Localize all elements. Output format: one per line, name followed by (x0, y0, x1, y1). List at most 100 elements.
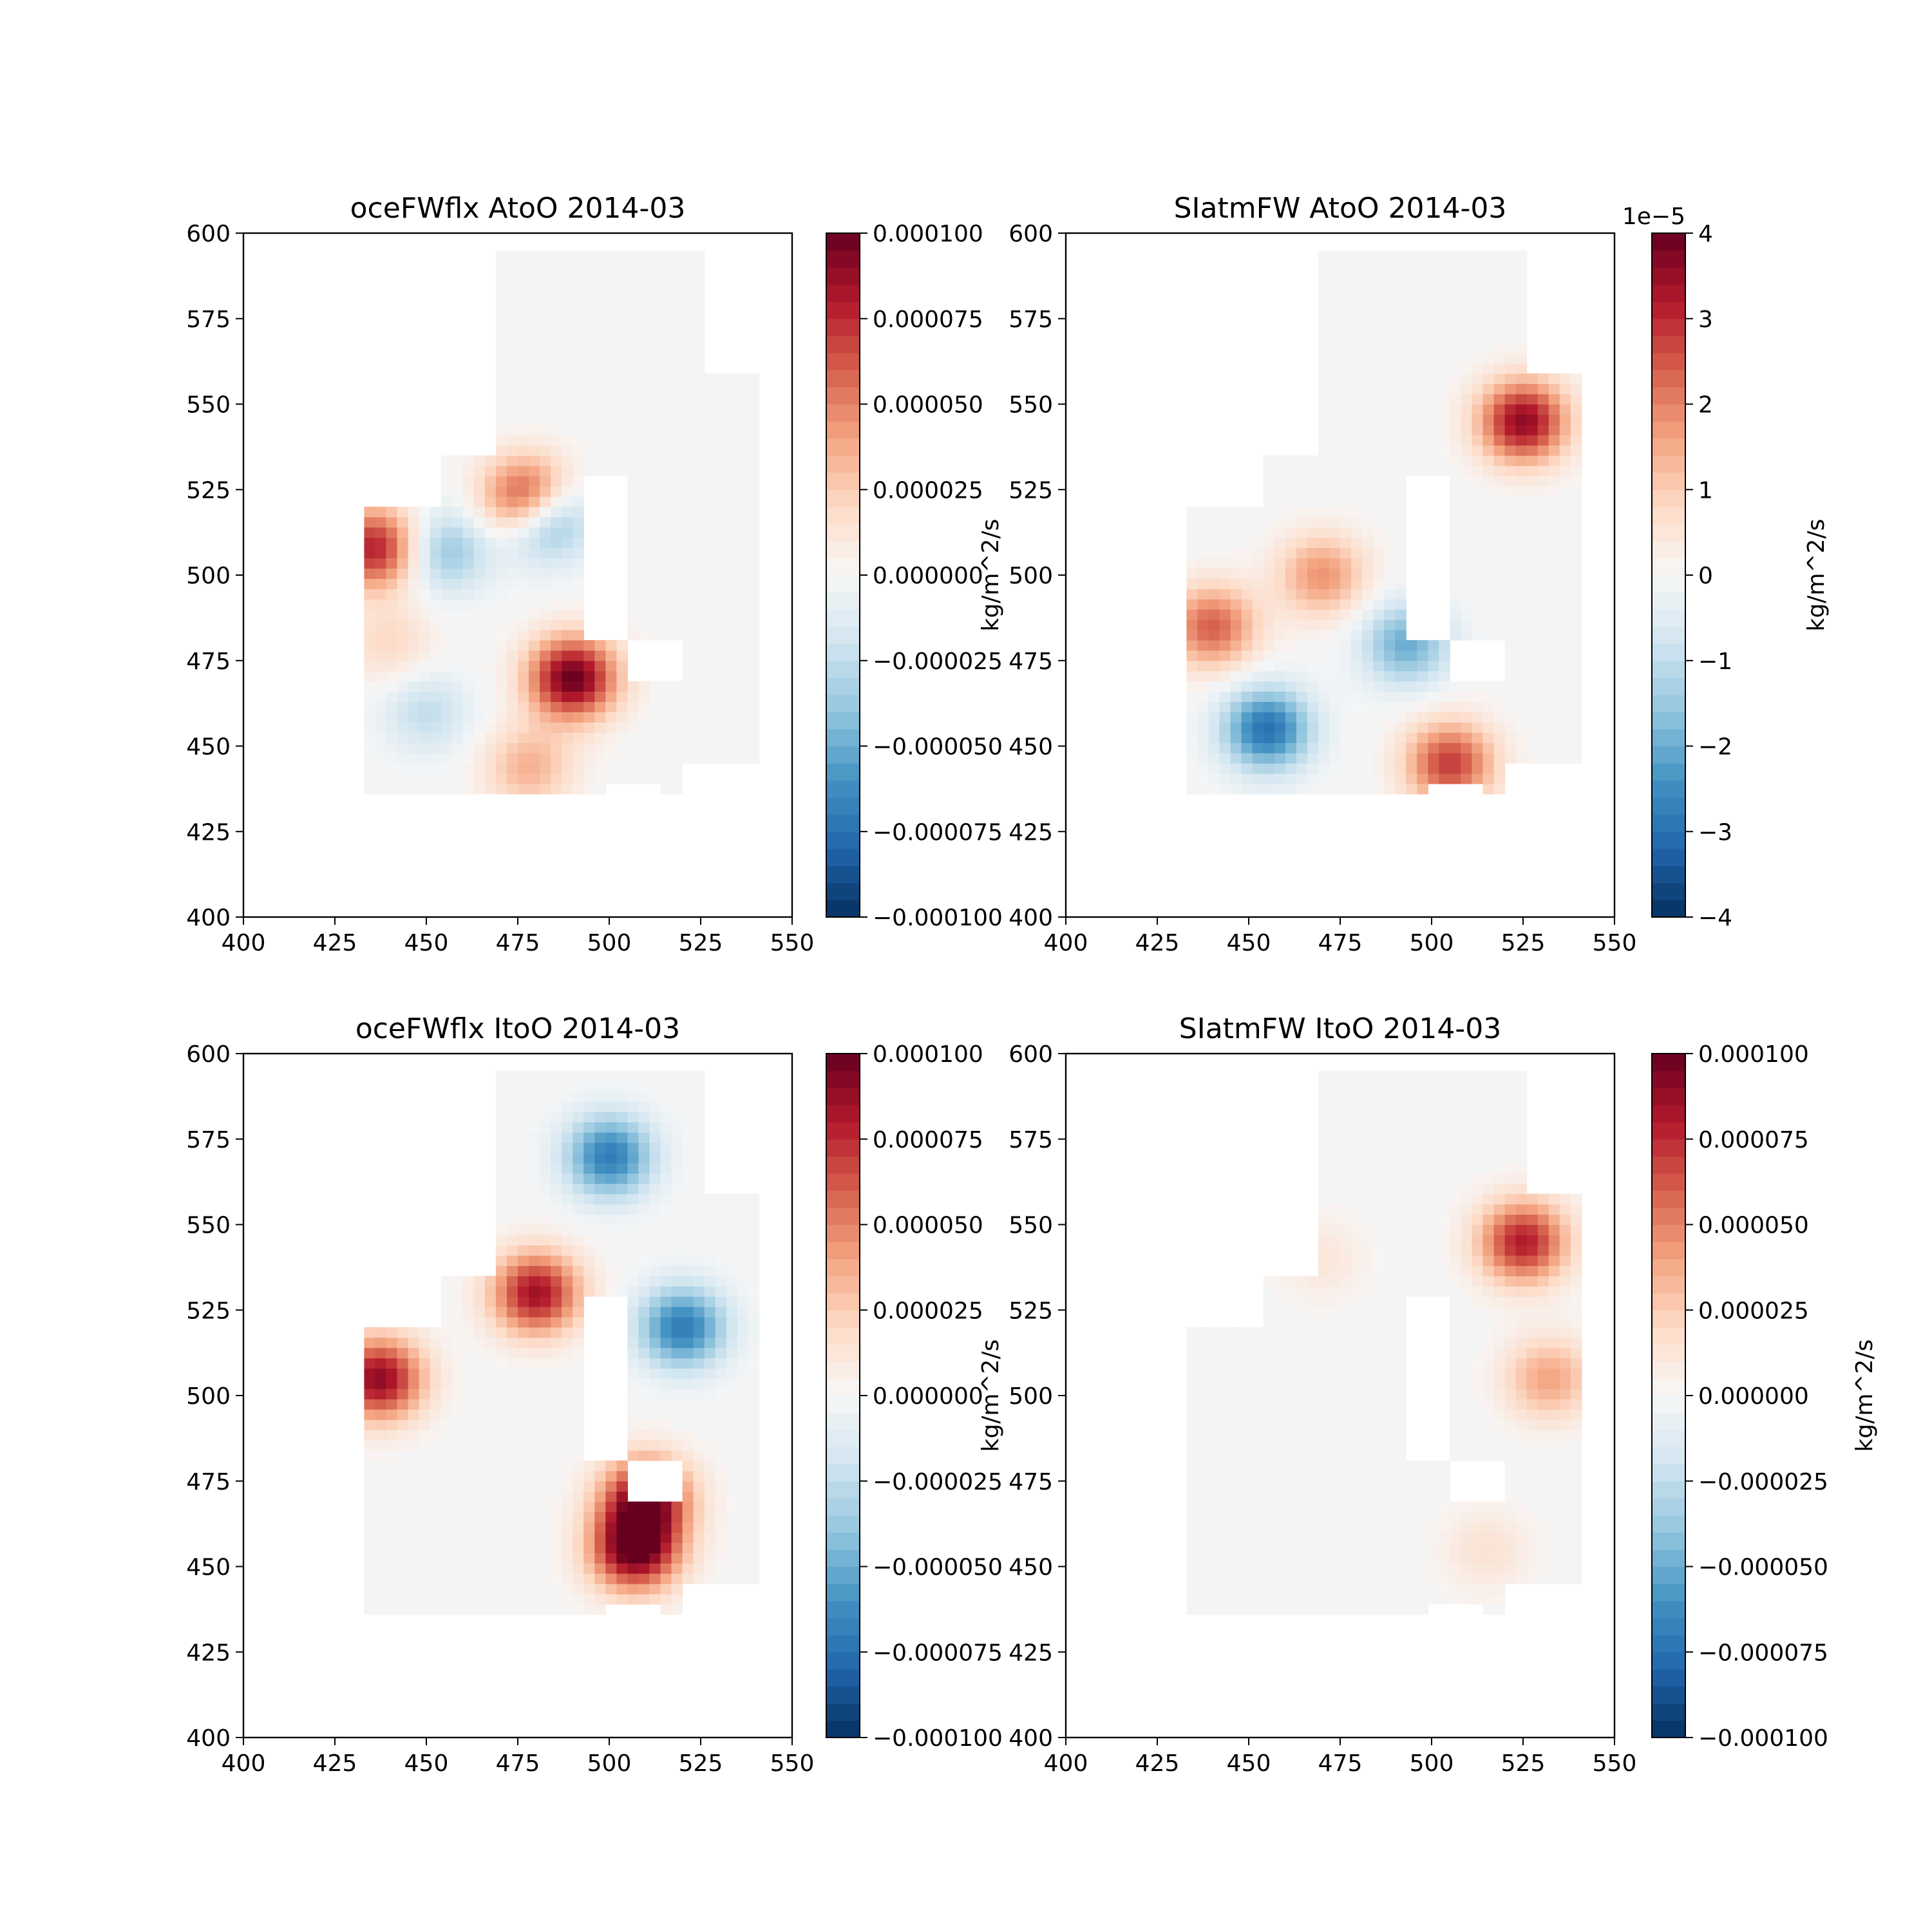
heatmap-cell (1395, 281, 1406, 292)
heatmap-cell (386, 1470, 398, 1482)
heatmap-cell (451, 1481, 464, 1492)
heatmap-cell (562, 383, 573, 395)
heatmap-cell (1373, 486, 1385, 497)
heatmap-cell (1252, 1604, 1264, 1615)
heatmap-cell (1285, 1604, 1297, 1615)
heatmap-cell (638, 1553, 650, 1564)
heatmap-cell (419, 558, 431, 569)
heatmap-cell (748, 650, 760, 661)
heatmap-cell (1219, 506, 1231, 518)
heatmap-cell (1570, 629, 1582, 641)
heatmap-cell (1428, 301, 1439, 312)
heatmap-cell (682, 1368, 694, 1379)
heatmap-cell (583, 414, 595, 425)
heatmap-cell (1482, 486, 1495, 497)
heatmap-cell (518, 1337, 529, 1349)
heatmap-cell (649, 1152, 661, 1164)
heatmap-cell (1493, 578, 1506, 589)
heatmap-cell (748, 701, 760, 712)
heatmap-cell (397, 660, 409, 672)
heatmap-cell (397, 1604, 409, 1615)
heatmap-cell (1197, 1337, 1209, 1349)
colorbar-offset-label: 1e−5 (1622, 204, 1685, 230)
heatmap-cell (1241, 516, 1253, 528)
heatmap-cell (419, 660, 431, 672)
heatmap-cell (1515, 681, 1528, 692)
heatmap-cell (375, 609, 387, 620)
heatmap-cell (704, 1286, 716, 1297)
heatmap-cell (1493, 743, 1506, 753)
heatmap-cell (1493, 753, 1506, 764)
heatmap-cell (638, 414, 650, 425)
heatmap-cell (737, 681, 749, 692)
heatmap-cell (562, 1501, 573, 1513)
heatmap-cell (1186, 1388, 1198, 1399)
heatmap-cell (1362, 681, 1374, 692)
heatmap-cell (1461, 373, 1473, 384)
heatmap-cell (748, 743, 760, 753)
heatmap-cell (495, 1573, 507, 1584)
heatmap-cell (1241, 620, 1253, 630)
heatmap-cell (573, 1152, 584, 1164)
heatmap-cell (671, 1327, 683, 1338)
heatmap-cell (1263, 1522, 1275, 1533)
heatmap-cell (430, 1522, 442, 1533)
heatmap-cell (693, 1511, 705, 1523)
heatmap-cell (660, 1511, 672, 1523)
heatmap-cell (408, 609, 420, 620)
heatmap-cell (627, 363, 639, 374)
heatmap-cell (506, 1440, 518, 1451)
heatmap-cell (1263, 527, 1275, 538)
heatmap-cell (386, 1430, 398, 1441)
heatmap-cell (715, 620, 727, 630)
heatmap-cell (693, 691, 705, 703)
heatmap-cell (1384, 629, 1396, 641)
heatmap-cell (1252, 629, 1264, 641)
heatmap-cell (1285, 578, 1297, 589)
heatmap-cell (660, 250, 672, 261)
colorbar-tick-label: −2 (1698, 734, 1732, 761)
heatmap-cell (551, 1193, 562, 1205)
heatmap-cell (1417, 743, 1428, 753)
heatmap-cell (715, 547, 727, 559)
heatmap-cell (1482, 516, 1495, 528)
heatmap-cell (1263, 599, 1275, 610)
heatmap-cell (671, 476, 683, 487)
heatmap-cell (704, 701, 716, 712)
heatmap-cell (616, 670, 628, 682)
heatmap-cell (1384, 312, 1396, 323)
heatmap-cell (1461, 291, 1473, 302)
heatmap-cell (638, 1183, 650, 1195)
heatmap-cell (616, 1162, 628, 1174)
heatmap-cell (364, 1430, 376, 1441)
heatmap-cell (1274, 650, 1286, 661)
heatmap-cell (562, 1522, 573, 1533)
heatmap-cell (1241, 1553, 1253, 1564)
colorbar-tick-label: −0.000050 (873, 1555, 1003, 1581)
heatmap-cell (1362, 547, 1374, 559)
heatmap-cell (495, 547, 507, 559)
heatmap-cell (495, 1306, 507, 1318)
heatmap-cell (573, 506, 584, 518)
heatmap-cell (693, 1255, 705, 1266)
y-tick-label: 475 (1009, 649, 1053, 675)
heatmap-cell (638, 404, 650, 415)
heatmap-cell (1197, 599, 1209, 610)
heatmap-cell (671, 332, 683, 343)
heatmap-cell (529, 1430, 540, 1441)
heatmap-cell (1307, 722, 1319, 733)
heatmap-cell (1428, 260, 1439, 272)
heatmap-cell (1406, 773, 1417, 784)
heatmap-cell (704, 1470, 716, 1482)
heatmap-cell (693, 1450, 705, 1461)
heatmap-cell (693, 1081, 705, 1092)
heatmap-cell (1208, 1337, 1220, 1349)
heatmap-cell (1340, 291, 1352, 302)
heatmap-cell (671, 547, 683, 559)
heatmap-cell (704, 527, 716, 538)
heatmap-cell (671, 1245, 683, 1256)
heatmap-cell (386, 1399, 398, 1410)
heatmap-cell (1285, 466, 1297, 477)
heatmap-cell (518, 1152, 529, 1164)
heatmap-cell (484, 743, 497, 753)
